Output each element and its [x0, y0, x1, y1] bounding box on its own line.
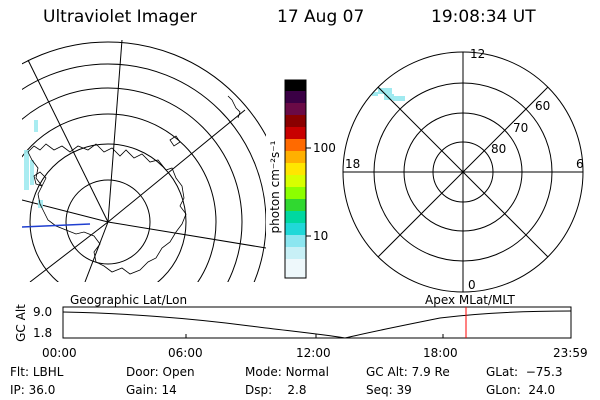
meridian-line: [107, 109, 246, 223]
footer-filter: Flt: LBHL: [10, 365, 64, 379]
mlt-label-0: 0: [468, 278, 476, 292]
time-tick: 12:00: [296, 346, 331, 360]
meridian-line: [84, 221, 109, 282]
latitude-circle: [29, 143, 187, 282]
footer-ip: IP: 36.0: [10, 383, 56, 397]
altitude-ylabel: GC Alt: [14, 304, 28, 342]
altitude-curve: [62, 310, 572, 339]
time-tick: 18:00: [423, 346, 458, 360]
footer-glat: GLat: −75.3: [486, 365, 563, 379]
apex-caption: Apex MLat/MLT: [425, 293, 515, 307]
instrument-title: Ultraviolet Imager: [43, 7, 197, 27]
colorbar-tick-100: 100: [313, 141, 336, 155]
mlt-label-12: 12: [470, 47, 486, 61]
geographic-map: [22, 40, 266, 282]
meridian-line: [107, 40, 123, 223]
time-tick: 23:59: [553, 346, 588, 360]
aurora-emission: [24, 120, 43, 208]
meridian-line: [22, 199, 109, 223]
latitude-circle: [22, 63, 266, 282]
altitude-panel: [62, 306, 572, 339]
mlt-label-18: 18: [345, 157, 361, 171]
latitude-circle: [22, 87, 243, 282]
time-tick: 00:00: [42, 346, 77, 360]
lat-label-70: 70: [513, 121, 529, 135]
coastline-detail: [33, 95, 241, 187]
latitude-circle: [22, 113, 217, 282]
meridian-line: [29, 221, 109, 282]
time-label: 19:08:34 UT: [431, 7, 536, 27]
mlt-diagonal: [377, 86, 549, 258]
colorbar: [284, 79, 311, 279]
meridian-line: [107, 221, 266, 249]
lat-label-80: 80: [491, 142, 507, 156]
lat-label-60: 60: [535, 99, 551, 113]
coastline: [27, 143, 187, 275]
ground-track: [22, 223, 91, 228]
meridian-line: [27, 59, 109, 223]
colorbar-tick-10: 10: [313, 229, 329, 243]
polar-plot: [342, 51, 584, 293]
altitude-ytick-low: 1.8: [33, 326, 53, 340]
date-label: 17 Aug 07: [277, 7, 365, 27]
footer-dsp: Dsp: 2.8: [245, 383, 307, 397]
latitude-circle: [22, 41, 266, 137]
footer-gc-alt: GC Alt: 7.9 Re: [366, 365, 450, 379]
altitude-ytick-high: 9.0: [33, 305, 53, 319]
mlt-label-6: 6: [576, 157, 584, 171]
footer-seq: Seq: 39: [366, 383, 412, 397]
geographic-caption: Geographic Lat/Lon: [70, 293, 188, 307]
colorbar-unit-label: photon cm⁻²s⁻¹: [268, 140, 282, 234]
polar-aurora-emission: [372, 88, 405, 101]
footer-door: Door: Open: [126, 365, 195, 379]
time-tick: 06:00: [168, 346, 203, 360]
latitude-circle: [65, 179, 151, 265]
footer-gain: Gain: 14: [126, 383, 177, 397]
footer-mode: Mode: Normal: [245, 365, 329, 379]
footer-glon: GLon: 24.0: [486, 383, 556, 397]
